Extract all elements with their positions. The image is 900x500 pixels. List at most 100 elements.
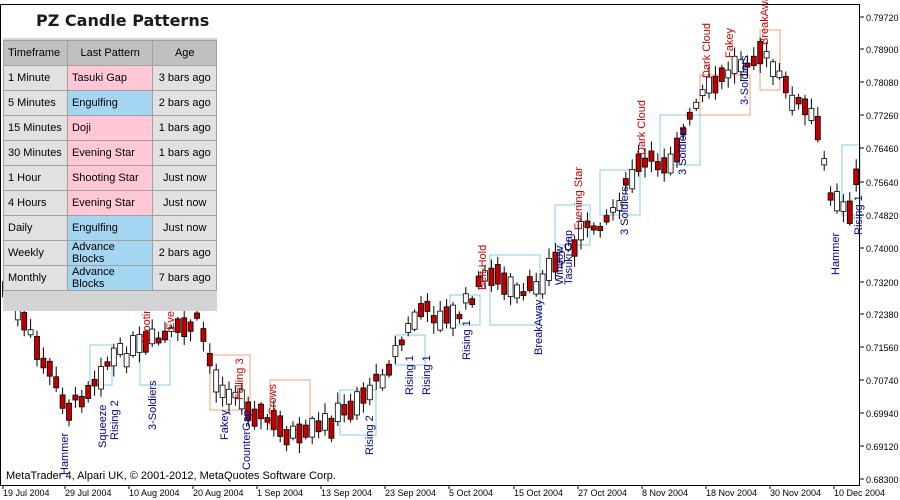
bull-candle <box>110 347 117 367</box>
bear-candle <box>827 192 834 201</box>
y-tick-label: 0.75640 <box>866 178 899 188</box>
bull-candle <box>462 293 469 304</box>
bull-candle <box>763 51 770 59</box>
x-tick-label: 27 Oct 2004 <box>578 488 627 498</box>
y-tick-label: 0.74820 <box>866 211 899 221</box>
bear-candle <box>648 150 655 162</box>
bull-candle <box>706 76 712 94</box>
bull-candle <box>366 384 373 401</box>
bear-candle <box>142 331 149 353</box>
bear-candle <box>206 352 213 367</box>
bear-candle <box>846 200 853 224</box>
pattern-cell: Engulfing <box>66 215 154 241</box>
bull-candle <box>437 310 444 331</box>
x-tick-label: 23 Sep 2004 <box>385 488 436 498</box>
bull-candle <box>290 425 296 439</box>
bear-candle <box>597 225 604 232</box>
bull-candle <box>123 353 130 368</box>
table-row: 30 Minutes Evening Star 1 bars ago <box>3 140 217 166</box>
timeframe-cell: Weekly <box>3 240 68 266</box>
bear-candle <box>59 394 66 409</box>
age-cell: Just now <box>152 165 217 191</box>
bear-candle <box>750 55 757 66</box>
bear-candle <box>712 75 719 94</box>
bull-candle <box>789 94 796 111</box>
bear-candle <box>853 168 860 186</box>
bear-candle <box>251 408 258 427</box>
timeframe-cell: Monthly <box>3 265 68 291</box>
bear-candle <box>475 275 482 288</box>
bear-candle <box>34 335 40 360</box>
y-tick-label: 0.70740 <box>866 376 899 386</box>
bear-candle <box>46 360 53 377</box>
bear-candle <box>718 67 725 82</box>
bear-candle <box>302 424 309 438</box>
bear-candle <box>814 115 821 141</box>
bull-candle <box>213 369 220 393</box>
pattern-label: Evening Star <box>573 167 585 230</box>
bear-candle <box>674 137 680 163</box>
column-header-last-pattern: Last Pattern <box>66 40 154 66</box>
pattern-cell: Tasuki Gap <box>66 65 154 91</box>
x-tick-label: 13 Sep 2004 <box>321 488 372 498</box>
bull-candle <box>168 327 175 333</box>
pattern-cell: Advance Blocks <box>66 265 154 291</box>
pattern-label: Rising 2 <box>364 415 376 455</box>
pattern-label: Fakey <box>219 410 231 440</box>
timeframe-cell: 30 Minutes <box>3 140 68 166</box>
table-row: 1 Hour Shooting Star Just now <box>3 165 217 191</box>
bear-candle <box>590 225 597 231</box>
bull-candle <box>238 389 245 410</box>
table-row: Daily Engulfing Just now <box>3 215 217 241</box>
copyright-text: MetaTrader 4, Alpari UK, © 2001-2012, Me… <box>6 470 336 482</box>
bull-candle <box>693 101 700 109</box>
bull-candle <box>533 281 540 295</box>
pattern-box <box>659 114 701 166</box>
pattern-cell: Doji <box>66 115 154 141</box>
bear-candle <box>795 97 802 105</box>
bear-candle <box>686 111 693 120</box>
bear-candle <box>270 410 277 430</box>
patterns-table: Timeframe Last Pattern Age 1 Minute Tasuk… <box>3 40 217 291</box>
y-tick-label: 0.79720 <box>866 13 899 23</box>
bear-candle <box>622 178 629 186</box>
y-tick-label: 0.69940 <box>866 409 899 419</box>
timeframe-cell: 5 Minutes <box>3 90 68 116</box>
pattern-cell: Shooting Star <box>66 165 154 191</box>
bull-candle <box>610 207 616 213</box>
pattern-cell: Evening Star <box>66 140 154 166</box>
pattern-label: Shooting <box>141 302 153 345</box>
x-tick-label: 15 Oct 2004 <box>514 488 563 498</box>
pattern-label: Eve <box>165 311 177 330</box>
bull-candle <box>821 158 828 166</box>
bear-candle <box>757 41 764 65</box>
bear-candle <box>53 376 60 389</box>
y-tick-label: 0.71560 <box>866 343 899 353</box>
bear-candle <box>654 161 661 171</box>
y-tick-label: 0.69120 <box>866 442 899 452</box>
bear-candle <box>782 75 789 94</box>
y-tick-label: 0.68300 <box>866 475 899 485</box>
bear-candle <box>584 220 591 229</box>
column-header-timeframe: Timeframe <box>3 40 68 66</box>
bull-candle <box>232 391 239 399</box>
table-row: 15 Minutes Doji 1 bars ago <box>3 115 217 141</box>
bear-candle <box>424 300 431 312</box>
y-tick-label: 0.76460 <box>866 144 899 154</box>
bull-candle <box>840 201 847 212</box>
pattern-cell: Advance Blocks <box>66 240 154 266</box>
pattern-label: Hammer <box>59 432 71 475</box>
age-cell: Just now <box>152 190 217 216</box>
bull-candle <box>226 388 232 405</box>
bear-candle <box>501 272 508 295</box>
age-cell: Just now <box>152 215 217 241</box>
age-cell: 2 bars ago <box>152 240 217 266</box>
bull-candle <box>699 89 706 97</box>
pattern-label: Fakey <box>724 28 736 58</box>
bull-candle <box>334 402 341 423</box>
bull-candle <box>379 374 386 389</box>
bull-candle <box>219 384 226 398</box>
y-tick-label: 0.77260 <box>866 111 899 121</box>
bull-candle <box>309 418 316 438</box>
